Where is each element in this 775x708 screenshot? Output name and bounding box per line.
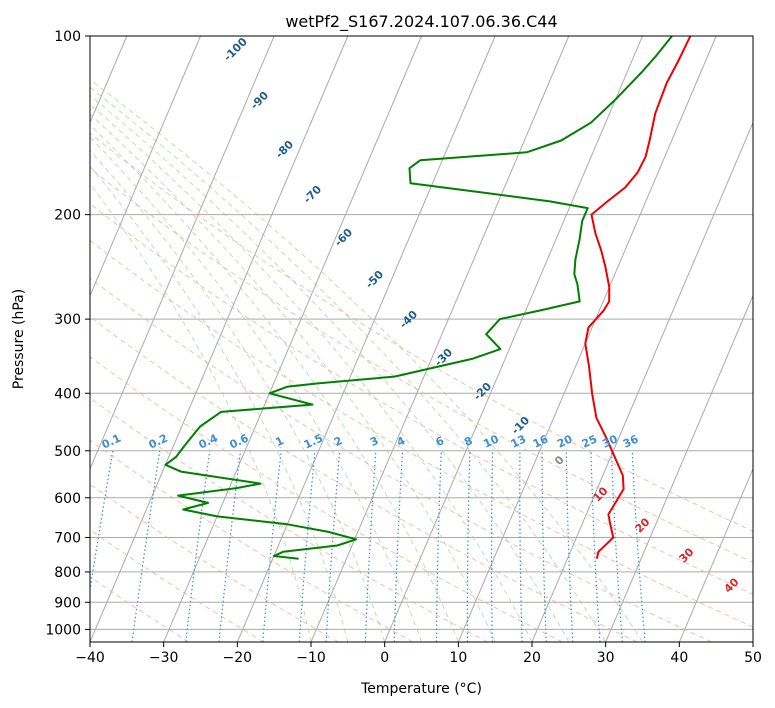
mixing-ratio-label: 30	[600, 432, 620, 450]
chart-title: wetPf2_S167.2024.107.06.36.C44	[285, 12, 557, 32]
dry-adiabat	[90, 483, 339, 642]
y-tick-label: 200	[54, 208, 81, 224]
y-tick-label: 900	[54, 595, 81, 611]
mixing-ratio-label: 20	[555, 432, 575, 450]
moist-adiabat	[90, 136, 422, 642]
mixing-ratio-line	[131, 450, 161, 642]
moist-adiabat	[90, 94, 570, 642]
mixing-ratio-label: 25	[580, 432, 599, 450]
mixing-ratio-line	[364, 450, 377, 642]
x-tick-label: −30	[149, 650, 179, 666]
x-axis: −40 −30 −20 −10 0 10 20 30 40 50	[75, 642, 762, 666]
x-tick-label: 30	[597, 650, 615, 666]
dry-adiabat	[90, 132, 753, 532]
x-tick-label: 20	[523, 650, 541, 666]
x-tick-label: −10	[296, 650, 326, 666]
isotherm--30	[163, 36, 422, 642]
isotherm-40	[678, 467, 753, 642]
x-tick-label: 0	[380, 650, 389, 666]
mixing-ratio-line	[631, 450, 646, 642]
y-tick-label: 400	[54, 386, 81, 402]
moist-adiabat	[90, 183, 312, 642]
isotherm-0	[384, 36, 643, 642]
dewpoint-line	[164, 36, 673, 560]
isotherm-10	[457, 36, 717, 642]
x-axis-label: Temperature (°C)	[360, 681, 482, 697]
x-tick-label: −40	[75, 650, 105, 666]
plot-series	[164, 36, 692, 560]
x-tick-label: 10	[449, 650, 467, 666]
y-tick-label: 1000	[45, 622, 81, 638]
isotherm-30	[605, 294, 753, 642]
y-axis: 1000 900 800 700 600 500 400 300 200 100	[45, 29, 90, 638]
mixing-ratio-line	[218, 450, 242, 642]
moist-adiabat	[90, 79, 643, 642]
mixing-ratio-label: 13	[509, 432, 528, 450]
y-tick-label: 500	[54, 444, 81, 460]
y-axis-label: Pressure (hPa)	[11, 289, 27, 389]
x-tick-label: −20	[223, 650, 253, 666]
moist-adiabat	[90, 149, 386, 642]
y-tick-label: 300	[54, 312, 81, 328]
mixing-ratio-line	[262, 450, 282, 642]
mixing-ratio-line	[610, 450, 623, 642]
dry-adiabat	[90, 239, 753, 628]
y-tick-label: 800	[54, 565, 81, 581]
moist-adiabat	[90, 124, 459, 642]
moist-adiabat	[90, 86, 607, 642]
dry-adiabat	[90, 356, 563, 642]
mixing-ratio-label: 36	[621, 432, 641, 450]
isotherm--60	[90, 36, 201, 297]
dry-adiabat	[90, 397, 488, 642]
isotherm--20	[236, 36, 496, 642]
dry-adiabat	[90, 203, 753, 595]
mixing-ratio-line	[185, 450, 211, 642]
mixing-ratio-label: 16	[531, 432, 551, 450]
y-tick-label: 700	[54, 531, 81, 547]
x-tick-label: 50	[744, 650, 762, 666]
isotherm-20	[531, 121, 753, 642]
mixing-ratio-line	[298, 450, 316, 642]
mixing-ratio-line	[325, 450, 341, 642]
isotherm--40	[90, 36, 349, 642]
mixing-ratio-line	[590, 450, 601, 642]
dry-adiabat	[90, 439, 414, 642]
dry-adiabat	[90, 167, 753, 563]
temperature-line	[584, 36, 692, 559]
moist-adiabat	[90, 103, 533, 642]
y-tick-label: 600	[54, 491, 81, 507]
x-tick-label: 40	[670, 650, 688, 666]
plot-frame	[89, 35, 754, 643]
y-tick-label: 100	[54, 29, 81, 45]
plot-background-lines	[90, 36, 753, 642]
isotherm--50	[90, 36, 275, 471]
moist-adiabat	[90, 113, 496, 642]
mixing-ratio-label: 10	[481, 432, 501, 450]
moist-adiabat	[90, 165, 349, 642]
